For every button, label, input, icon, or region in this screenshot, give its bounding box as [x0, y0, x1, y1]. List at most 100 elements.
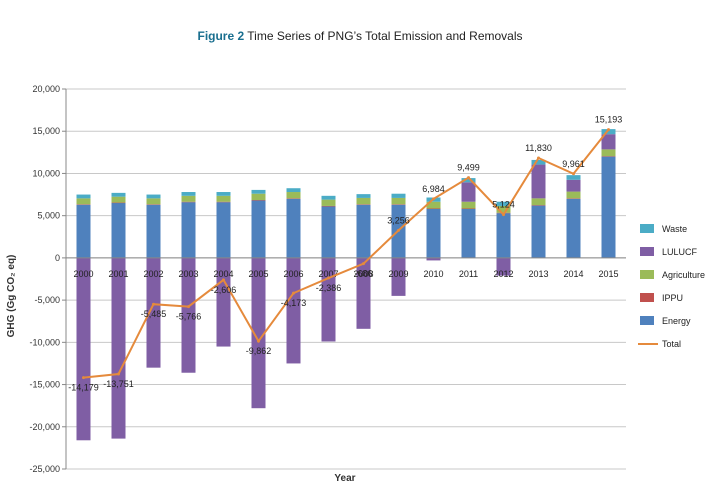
bar-agriculture-2011: [461, 201, 476, 209]
total-point-2000: [82, 376, 85, 380]
x-tick-label: 2011: [459, 269, 478, 279]
bar-energy-2008: [356, 204, 371, 258]
bar-agriculture-2014: [566, 191, 581, 199]
bar-agriculture-2002: [146, 198, 161, 205]
total-data-label: -14,179: [68, 383, 99, 393]
bar-waste-2003: [181, 192, 196, 196]
x-tick-label: 2001: [108, 269, 128, 279]
bar-waste-2015: [601, 129, 616, 135]
x-tick-label: 2000: [73, 269, 93, 279]
x-tick-label: 2006: [283, 269, 303, 279]
bar-ippu-2006: [286, 198, 301, 199]
bar-energy-2005: [251, 200, 266, 258]
bar-agriculture-2009: [391, 197, 406, 205]
total-point-2014: [572, 172, 575, 176]
y-tick-label: -5,000: [34, 295, 60, 305]
bar-waste-2005: [251, 189, 266, 194]
axes: 20,000 15,000 10,000 5,000 0 -5,000 -10,000 -15…: [29, 84, 626, 474]
bar-energy-2007: [321, 206, 336, 258]
y-tick-label: -20,000: [29, 422, 60, 432]
bar-agriculture-2013: [531, 198, 546, 206]
legend-label-lulucf: LULUCF: [662, 247, 698, 257]
total-data-label: -9,862: [246, 346, 272, 356]
bar-lulucf-2001: [111, 257, 126, 439]
x-tick-label: 2013: [528, 269, 548, 279]
total-data-label: 6,984: [422, 184, 445, 194]
bar-layer: [76, 129, 616, 441]
x-tick-label: 2003: [178, 269, 198, 279]
x-tick-label: 2012: [493, 269, 513, 279]
total-data-label: -686: [354, 269, 372, 279]
bar-ippu-2001: [111, 202, 126, 204]
y-tick-label: 15,000: [32, 126, 60, 136]
total-point-2011: [467, 176, 470, 180]
x-tick-label: 2010: [423, 269, 443, 279]
bar-agriculture-2000: [76, 198, 91, 205]
legend-swatch-waste: [640, 224, 654, 233]
legend-label-energy: Energy: [662, 316, 691, 326]
total-point-2003: [187, 305, 190, 309]
bar-energy-2011: [461, 208, 476, 258]
bar-waste-2008: [356, 194, 371, 198]
legend-swatch-ippu: [640, 293, 654, 302]
bar-ippu-2009: [391, 204, 406, 205]
bar-ippu-2002: [146, 204, 161, 205]
bar-lulucf-2010: [426, 257, 441, 261]
bar-agriculture-2001: [111, 196, 126, 203]
bar-waste-2000: [76, 194, 91, 199]
x-tick-label: 2009: [388, 269, 408, 279]
bar-agriculture-2005: [251, 193, 266, 201]
bar-ippu-2008: [356, 204, 371, 205]
bar-energy-2012: [496, 213, 511, 258]
bar-agriculture-2007: [321, 199, 336, 206]
total-data-label: 9,961: [562, 159, 585, 169]
bar-ippu-2011: [461, 208, 476, 209]
y-tick-label: 5,000: [37, 211, 60, 221]
bar-ippu-2013: [531, 205, 546, 206]
total-data-label: -13,751: [103, 379, 134, 389]
bar-agriculture-2004: [216, 195, 231, 202]
bar-ippu-2007: [321, 205, 336, 207]
bar-agriculture-2010: [426, 201, 441, 209]
bar-ippu-2014: [566, 198, 581, 199]
total-data-label: -2,386: [316, 283, 342, 293]
bar-agriculture-2012: [496, 205, 511, 213]
total-point-2013: [537, 156, 540, 160]
y-tick-label: -25,000: [29, 464, 60, 474]
total-point-2002: [152, 302, 155, 306]
total-data-label: 3,256: [387, 215, 410, 225]
total-data-label: -4,173: [281, 298, 307, 308]
bar-energy-2003: [181, 202, 196, 258]
bar-waste-2012: [496, 201, 511, 206]
x-tick-label: 2014: [563, 269, 583, 279]
total-point-2012: [502, 213, 505, 217]
figure-caption: Figure 2 Time Series of PNG’s Total Emis…: [0, 29, 720, 43]
bar-ippu-2004: [216, 201, 231, 203]
bar-agriculture-2008: [356, 197, 371, 205]
total-point-2010: [432, 197, 435, 201]
y-tick-label: -10,000: [29, 337, 60, 347]
bar-lulucf-2002: [146, 257, 161, 368]
legend-label-total: Total: [662, 339, 681, 349]
bar-lulucf-2009: [391, 257, 406, 296]
figure-caption-text: Time Series of PNG’s Total Emission and …: [247, 29, 523, 43]
bar-waste-2013: [531, 159, 546, 165]
bar-lulucf-2003: [181, 257, 196, 373]
bar-agriculture-2015: [601, 149, 616, 157]
bar-lulucf-2006: [286, 257, 301, 364]
bar-waste-2002: [146, 194, 161, 199]
bar-energy-2002: [146, 204, 161, 258]
bar-agriculture-2006: [286, 192, 301, 199]
x-tick-label: 2005: [248, 269, 268, 279]
total-point-2009: [397, 228, 400, 232]
figure-number: Figure 2: [197, 29, 245, 43]
y-tick-label: 0: [55, 253, 60, 263]
y-axis-label: GHG (Gg CO₂ eq): [6, 255, 17, 338]
bar-energy-2000: [76, 204, 91, 258]
bar-energy-2004: [216, 202, 231, 258]
total-data-label: -5,485: [141, 309, 167, 319]
bar-lulucf-2008: [356, 257, 371, 329]
total-data-label: 15,193: [595, 115, 623, 125]
